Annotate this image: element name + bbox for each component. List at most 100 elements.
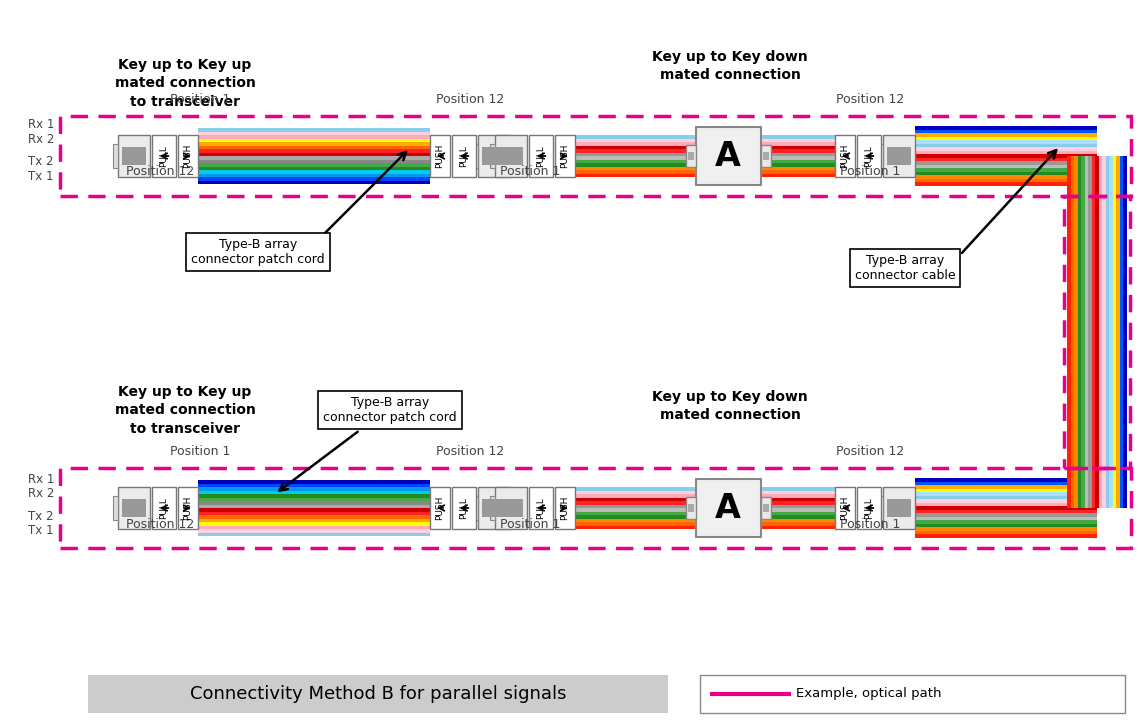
Bar bbox=[198, 484, 431, 487]
Text: Position 12: Position 12 bbox=[836, 445, 904, 458]
Text: Tx 2: Tx 2 bbox=[28, 510, 54, 523]
Bar bbox=[198, 160, 431, 163]
Text: PULL: PULL bbox=[536, 497, 546, 519]
Bar bbox=[575, 166, 835, 170]
Text: Key up to Key up
mated connection
to transceiver: Key up to Key up mated connection to tra… bbox=[115, 58, 255, 109]
Bar bbox=[499, 499, 523, 517]
Bar bbox=[575, 163, 835, 166]
Bar bbox=[431, 487, 450, 529]
Bar bbox=[878, 497, 883, 520]
Bar bbox=[122, 147, 146, 166]
Text: Example, optical path: Example, optical path bbox=[796, 688, 942, 701]
Bar bbox=[1081, 156, 1084, 508]
Bar bbox=[915, 482, 1097, 485]
Bar bbox=[60, 116, 1131, 196]
Bar bbox=[915, 161, 1097, 165]
Bar bbox=[495, 487, 527, 529]
Text: A: A bbox=[715, 139, 741, 173]
Text: Position 1: Position 1 bbox=[170, 93, 230, 106]
Text: Tx 1: Tx 1 bbox=[28, 170, 54, 183]
Bar bbox=[915, 534, 1097, 538]
Bar bbox=[575, 505, 835, 508]
Bar bbox=[198, 505, 431, 508]
Text: Position 1: Position 1 bbox=[839, 518, 900, 531]
Text: Position 12: Position 12 bbox=[126, 518, 194, 531]
Bar bbox=[915, 126, 1097, 130]
Bar bbox=[198, 142, 431, 145]
Text: Type-B array
connector patch cord: Type-B array connector patch cord bbox=[191, 238, 325, 266]
Bar bbox=[499, 147, 523, 166]
Text: Rx 2: Rx 2 bbox=[28, 487, 55, 500]
Bar bbox=[915, 502, 1097, 506]
Bar bbox=[575, 522, 835, 526]
Text: PULL: PULL bbox=[159, 497, 169, 519]
Bar bbox=[198, 163, 431, 166]
Bar bbox=[575, 160, 835, 163]
Text: PULL: PULL bbox=[459, 145, 468, 167]
Bar bbox=[575, 139, 835, 142]
Bar bbox=[915, 478, 1097, 482]
Bar bbox=[835, 487, 855, 529]
Text: Key up to Key down
mated connection: Key up to Key down mated connection bbox=[653, 390, 808, 423]
Text: Type-B array
connector cable: Type-B array connector cable bbox=[854, 254, 956, 282]
Bar bbox=[178, 487, 198, 529]
Bar bbox=[1067, 156, 1071, 508]
Bar bbox=[113, 144, 118, 168]
Text: Position 1: Position 1 bbox=[170, 445, 230, 458]
Bar bbox=[198, 480, 431, 484]
Bar bbox=[915, 521, 1097, 523]
Bar bbox=[198, 526, 431, 529]
Bar bbox=[688, 152, 694, 160]
Bar bbox=[198, 177, 431, 181]
Bar bbox=[198, 166, 431, 170]
Bar bbox=[490, 497, 495, 520]
Bar bbox=[915, 144, 1097, 147]
Bar bbox=[575, 487, 835, 491]
Bar bbox=[528, 487, 554, 529]
Bar bbox=[883, 487, 915, 529]
Bar bbox=[915, 134, 1097, 136]
Bar bbox=[178, 135, 198, 177]
Bar bbox=[118, 487, 150, 529]
Bar bbox=[696, 479, 761, 537]
Bar bbox=[887, 147, 911, 166]
Bar bbox=[452, 135, 476, 177]
Bar bbox=[473, 144, 478, 168]
Bar bbox=[1084, 156, 1088, 508]
Bar bbox=[915, 147, 1097, 151]
Text: PUSH: PUSH bbox=[560, 144, 570, 168]
Bar bbox=[915, 154, 1097, 158]
Bar bbox=[118, 135, 150, 177]
Bar bbox=[198, 152, 431, 156]
Text: PUSH: PUSH bbox=[560, 496, 570, 521]
Text: Tx 2: Tx 2 bbox=[28, 155, 54, 168]
Bar bbox=[915, 517, 1097, 521]
Text: PULL: PULL bbox=[536, 145, 546, 167]
Bar bbox=[151, 487, 177, 529]
Text: Position 1: Position 1 bbox=[500, 518, 560, 531]
Bar bbox=[575, 135, 835, 139]
Bar bbox=[915, 489, 1097, 492]
Bar bbox=[198, 522, 431, 526]
Text: Key up to Key down
mated connection: Key up to Key down mated connection bbox=[653, 50, 808, 82]
Bar bbox=[1077, 156, 1081, 508]
Text: Rx 1: Rx 1 bbox=[28, 118, 55, 131]
Bar bbox=[478, 135, 510, 177]
Bar bbox=[198, 174, 431, 177]
Text: PUSH: PUSH bbox=[183, 496, 192, 521]
Bar bbox=[1120, 156, 1123, 508]
Bar bbox=[198, 529, 431, 532]
Bar bbox=[452, 487, 476, 529]
Bar bbox=[835, 135, 855, 177]
Bar bbox=[198, 128, 431, 131]
Bar bbox=[575, 156, 835, 160]
Bar bbox=[575, 142, 835, 145]
Bar bbox=[482, 499, 506, 517]
Bar bbox=[915, 485, 1097, 489]
Text: PULL: PULL bbox=[159, 145, 169, 167]
Text: Position 1: Position 1 bbox=[839, 165, 900, 178]
Text: PULL: PULL bbox=[865, 497, 874, 519]
Bar bbox=[686, 145, 696, 167]
Bar bbox=[575, 508, 835, 512]
Bar bbox=[575, 149, 835, 152]
